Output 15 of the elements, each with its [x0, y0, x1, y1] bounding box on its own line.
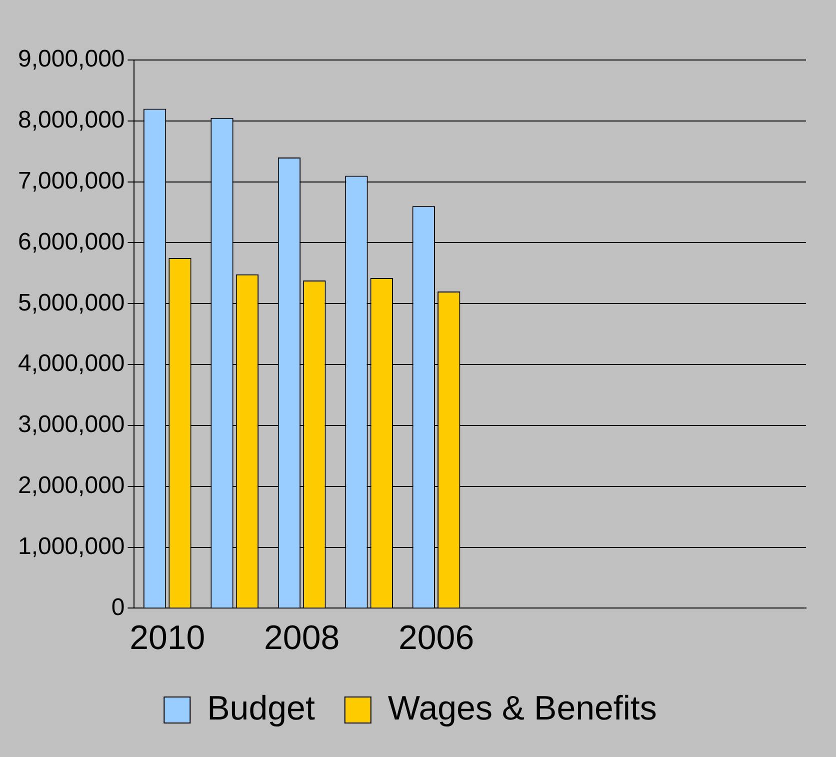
x-tick-label: 2008 — [264, 618, 340, 657]
y-tick-label: 8,000,000 — [18, 106, 125, 134]
y-tick-label: 2,000,000 — [18, 472, 125, 500]
y-tick-label: 5,000,000 — [18, 289, 125, 316]
legend-label: Wages & Benefits — [388, 689, 657, 728]
y-tick-label: 0 — [111, 594, 125, 621]
y-tick-label: 4,000,000 — [18, 350, 125, 378]
legend-label: Budget — [207, 689, 316, 728]
y-tick-label: 7,000,000 — [18, 167, 125, 194]
y-tick-label: 6,000,000 — [18, 228, 125, 256]
y-tick-label: 1,000,000 — [18, 532, 125, 560]
y-tick-label: 9,000,000 — [18, 46, 125, 73]
x-tick-label: 2006 — [398, 618, 474, 657]
y-tick-label: 3,000,000 — [18, 411, 125, 438]
x-tick-label: 2010 — [130, 618, 206, 657]
